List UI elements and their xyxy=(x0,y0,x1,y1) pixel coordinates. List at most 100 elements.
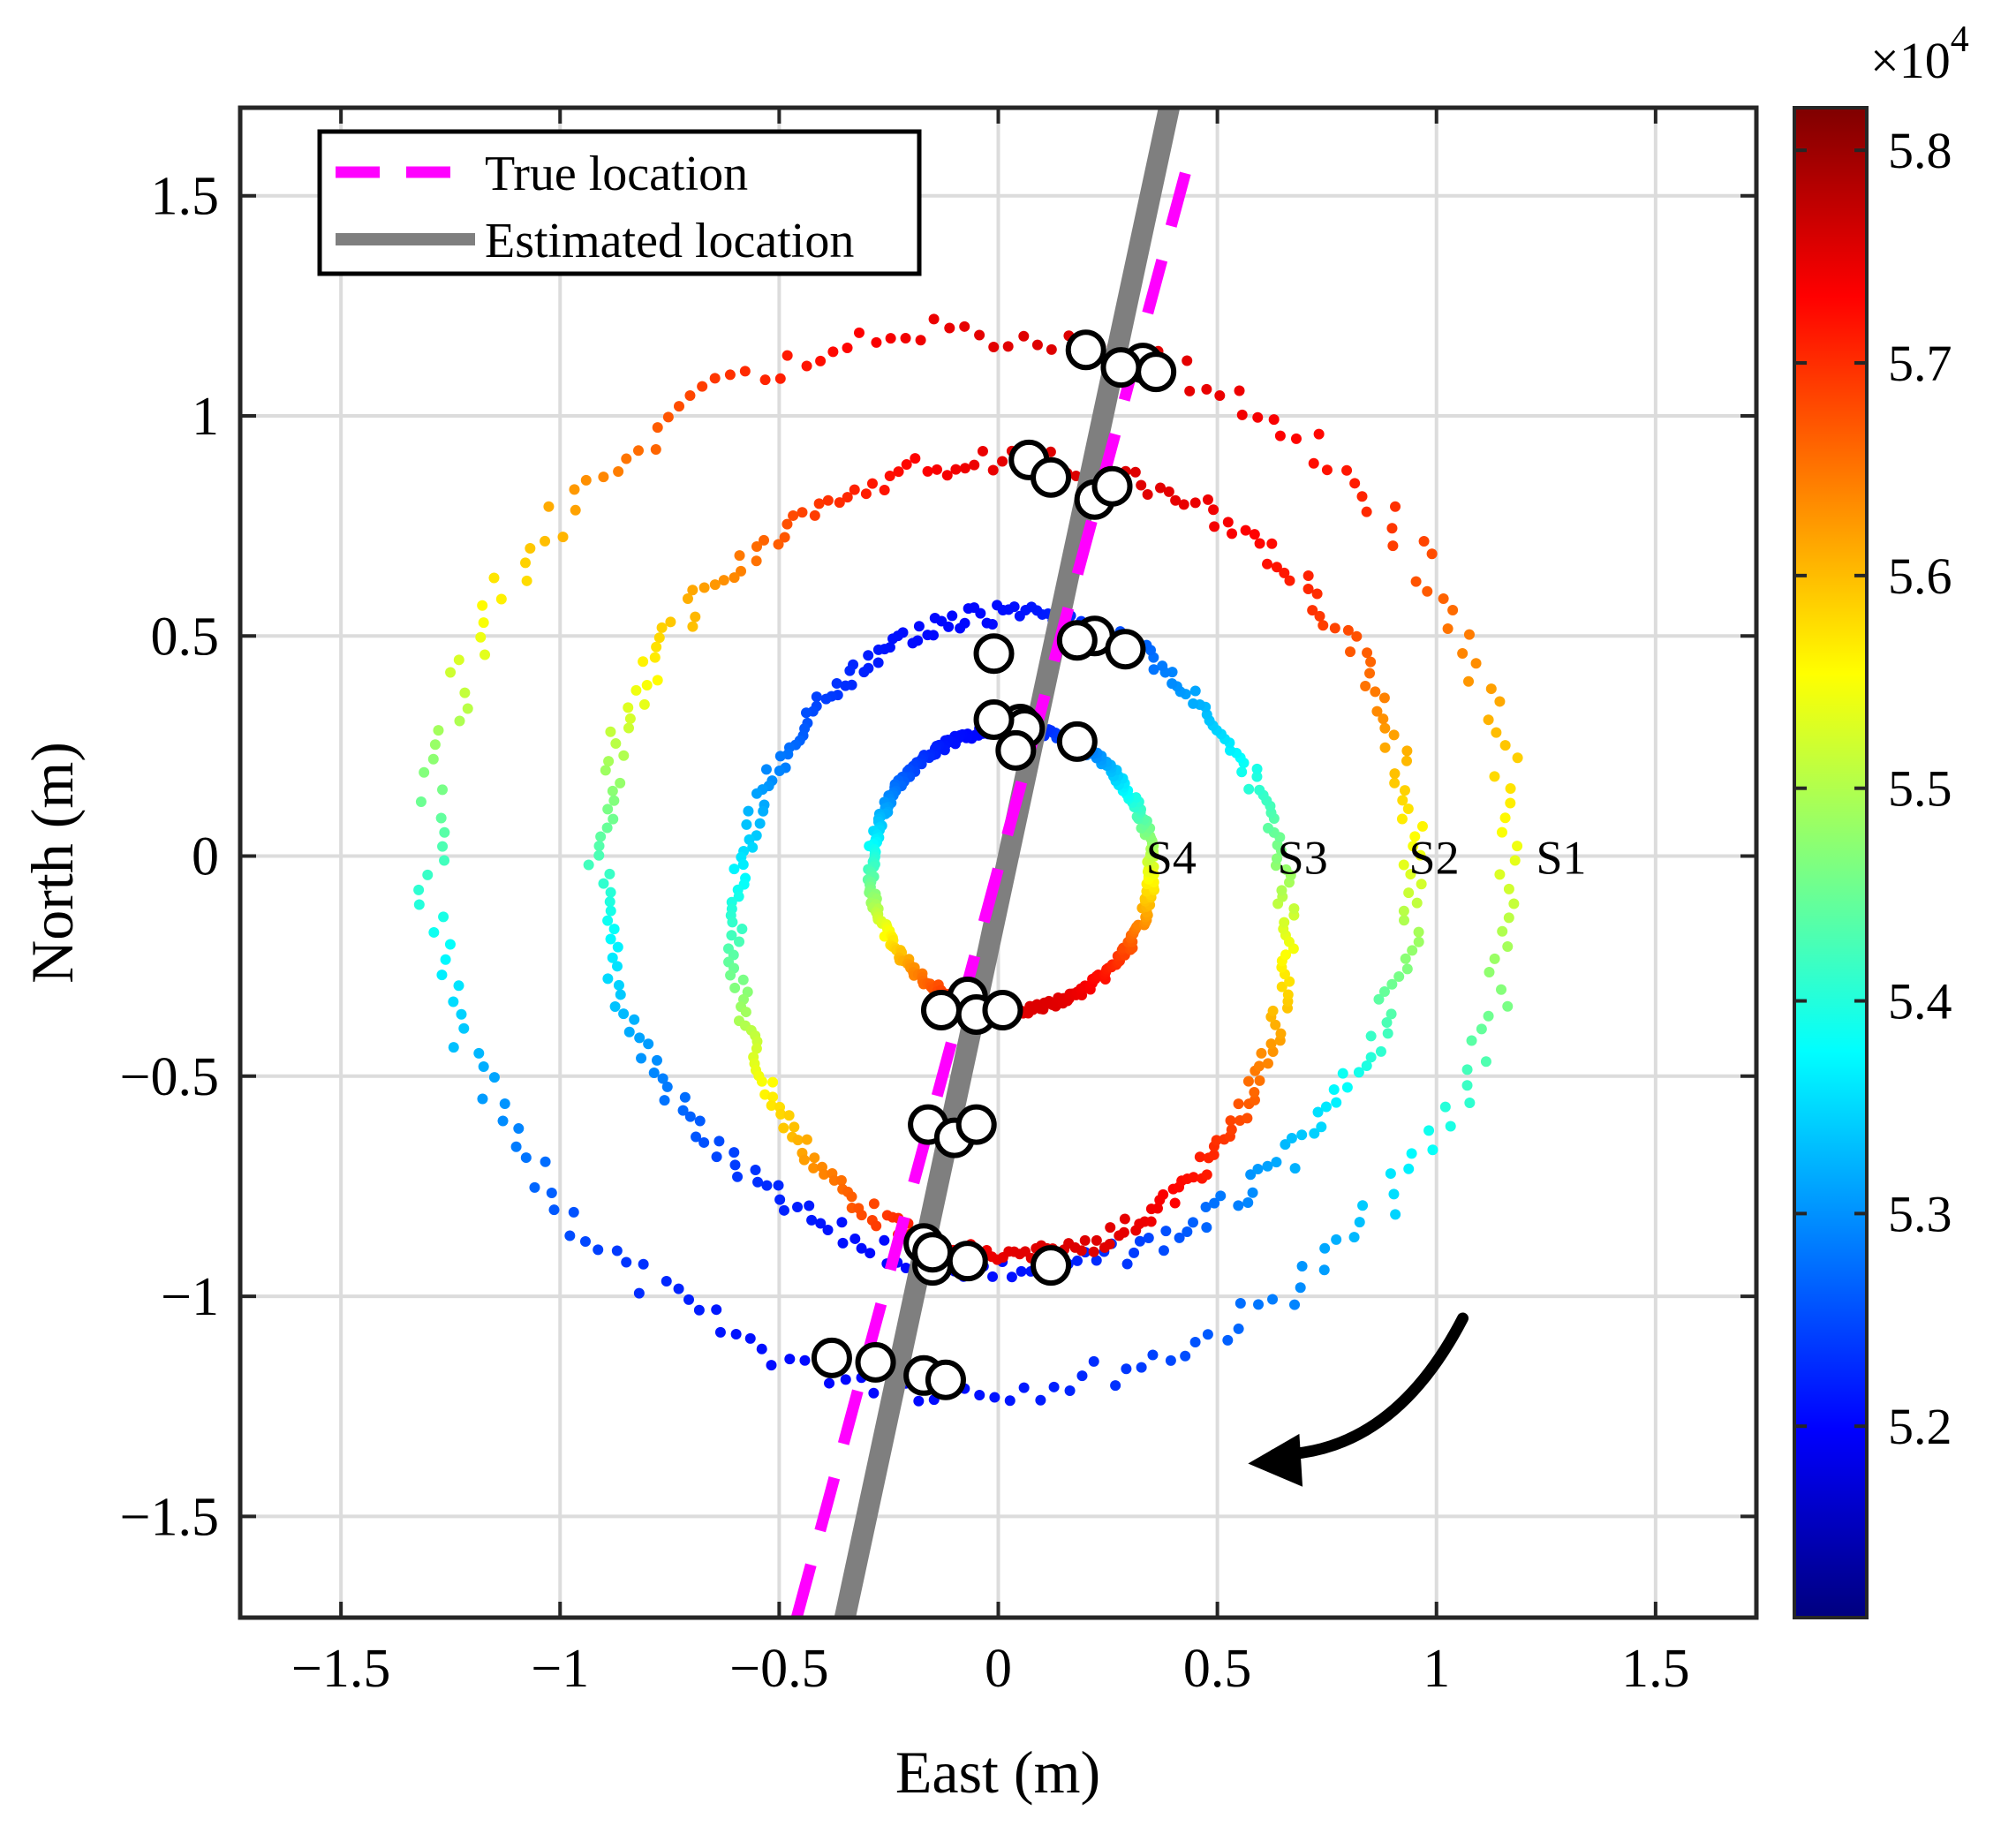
data-point xyxy=(866,478,878,489)
data-point xyxy=(844,665,856,676)
data-point xyxy=(623,722,634,734)
data-point xyxy=(478,617,489,629)
data-point xyxy=(579,1235,591,1247)
data-point xyxy=(448,1042,459,1053)
data-point xyxy=(1313,428,1325,440)
data-point xyxy=(415,796,427,807)
data-point xyxy=(871,336,882,348)
data-point xyxy=(1249,1086,1260,1098)
data-point xyxy=(1211,1135,1222,1146)
data-point xyxy=(1379,742,1391,753)
data-point xyxy=(744,1332,756,1344)
data-point xyxy=(1329,622,1340,634)
data-point xyxy=(1409,831,1421,842)
data-point xyxy=(525,543,536,555)
data-point xyxy=(778,1122,789,1134)
data-point xyxy=(1148,664,1159,675)
data-point xyxy=(605,887,616,898)
data-point xyxy=(1483,1010,1494,1022)
data-point xyxy=(718,575,729,586)
data-point xyxy=(677,1105,689,1116)
data-point xyxy=(1288,902,1300,914)
data-point xyxy=(809,509,820,521)
data-point xyxy=(1158,1245,1169,1256)
data-point xyxy=(1194,1151,1205,1163)
data-point xyxy=(853,327,865,338)
data-point xyxy=(709,579,721,591)
data-point xyxy=(661,1081,673,1092)
data-point xyxy=(608,924,620,935)
data-point xyxy=(569,484,580,495)
data-point xyxy=(950,464,962,475)
highlight-marker xyxy=(995,729,1037,771)
data-point xyxy=(1410,576,1422,587)
data-point xyxy=(1076,1370,1088,1382)
data-point xyxy=(1272,853,1283,864)
data-point xyxy=(1509,855,1521,866)
data-point xyxy=(849,484,860,495)
data-point xyxy=(824,1377,835,1389)
data-point xyxy=(633,1287,645,1299)
data-point xyxy=(929,613,940,624)
data-point xyxy=(863,650,874,661)
data-point xyxy=(445,667,457,678)
highlight-marker xyxy=(920,990,962,1031)
data-point xyxy=(752,1176,764,1188)
data-point xyxy=(1046,343,1057,355)
data-point xyxy=(808,1162,819,1173)
data-point xyxy=(1282,989,1294,1000)
highlight-marker xyxy=(973,698,1015,740)
data-point xyxy=(872,644,884,655)
data-point xyxy=(947,610,958,622)
data-point xyxy=(1076,1245,1087,1256)
data-point xyxy=(604,896,615,908)
data-point xyxy=(1364,668,1376,679)
data-point xyxy=(429,739,441,751)
data-point xyxy=(1373,993,1385,1005)
data-point xyxy=(913,1395,925,1407)
data-point xyxy=(698,582,710,593)
data-point xyxy=(1189,497,1201,509)
data-point xyxy=(1271,562,1282,573)
data-point xyxy=(801,707,812,719)
data-point xyxy=(1254,784,1265,796)
data-point xyxy=(1316,1121,1327,1133)
data-point xyxy=(1284,575,1295,586)
data-point xyxy=(1119,1213,1130,1225)
data-point xyxy=(922,630,933,641)
data-point xyxy=(1254,538,1265,549)
colorbar-multiplier-exponent: 4 xyxy=(1951,19,1969,60)
data-point xyxy=(1503,883,1514,894)
data-point xyxy=(1245,1169,1257,1181)
data-point xyxy=(1279,567,1290,578)
data-point xyxy=(989,1392,1000,1403)
data-point xyxy=(1402,804,1414,815)
data-point xyxy=(725,970,736,981)
data-point xyxy=(714,1136,725,1147)
data-point xyxy=(792,1135,804,1146)
data-point xyxy=(1461,1064,1473,1075)
data-point xyxy=(643,1038,654,1050)
data-point xyxy=(987,1271,999,1282)
data-point xyxy=(1151,1203,1163,1214)
data-point xyxy=(1079,1234,1091,1246)
data-point xyxy=(621,1256,632,1268)
data-point xyxy=(1360,680,1371,691)
data-point xyxy=(679,1091,691,1103)
data-point xyxy=(766,1360,777,1371)
legend: True location Estimated location xyxy=(317,129,922,276)
data-point xyxy=(879,484,890,495)
data-point xyxy=(1235,1298,1246,1309)
data-point xyxy=(760,764,772,775)
data-point xyxy=(868,1198,880,1210)
ring-labels: S1 S2 S3 S4 xyxy=(1146,832,1587,885)
data-point xyxy=(1014,610,1025,622)
data-point xyxy=(428,926,440,938)
data-point xyxy=(781,350,793,361)
data-point xyxy=(822,1224,834,1235)
data-point xyxy=(1280,1139,1291,1151)
data-point xyxy=(1370,686,1381,698)
data-point xyxy=(1290,433,1302,444)
